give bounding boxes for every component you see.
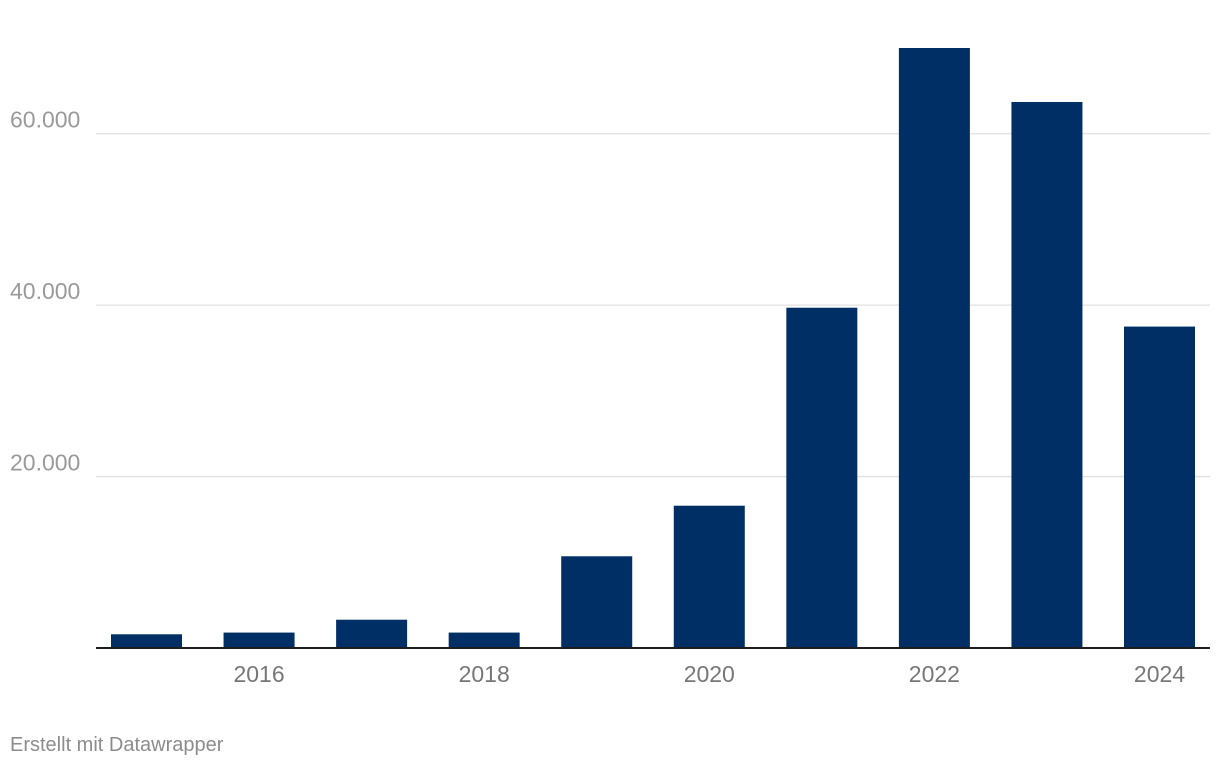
bar-chart: 20.000 40.000 60.000 2016 2018 2020 2022 2024: [10, 48, 1210, 687]
bar-2024: [1124, 326, 1195, 648]
bars: [111, 48, 1195, 648]
bar-2018: [448, 632, 520, 648]
bar-2021: [786, 307, 858, 648]
y-tick-label: 60.000: [10, 107, 80, 133]
x-axis-tick-labels: 2016 2018 2020 2022 2024: [233, 661, 1185, 687]
x-tick-label: 2018: [459, 661, 510, 687]
bar-2023: [1011, 102, 1083, 648]
bar-2019: [561, 556, 633, 648]
footer-credit: Erstellt mit Datawrapper: [10, 734, 224, 756]
bar-2020: [673, 505, 745, 648]
y-axis-tick-labels: 20.000 40.000 60.000: [10, 107, 80, 476]
y-tick-label: 20.000: [10, 450, 80, 476]
bar-2017: [336, 619, 408, 648]
y-tick-label: 40.000: [10, 278, 80, 304]
x-tick-label: 2016: [233, 661, 284, 687]
bar-2016: [223, 632, 295, 648]
bar-2022: [898, 48, 970, 648]
x-tick-label: 2024: [1134, 661, 1185, 687]
bar-2015: [111, 634, 182, 648]
x-tick-label: 2022: [909, 661, 960, 687]
x-tick-label: 2020: [684, 661, 735, 687]
